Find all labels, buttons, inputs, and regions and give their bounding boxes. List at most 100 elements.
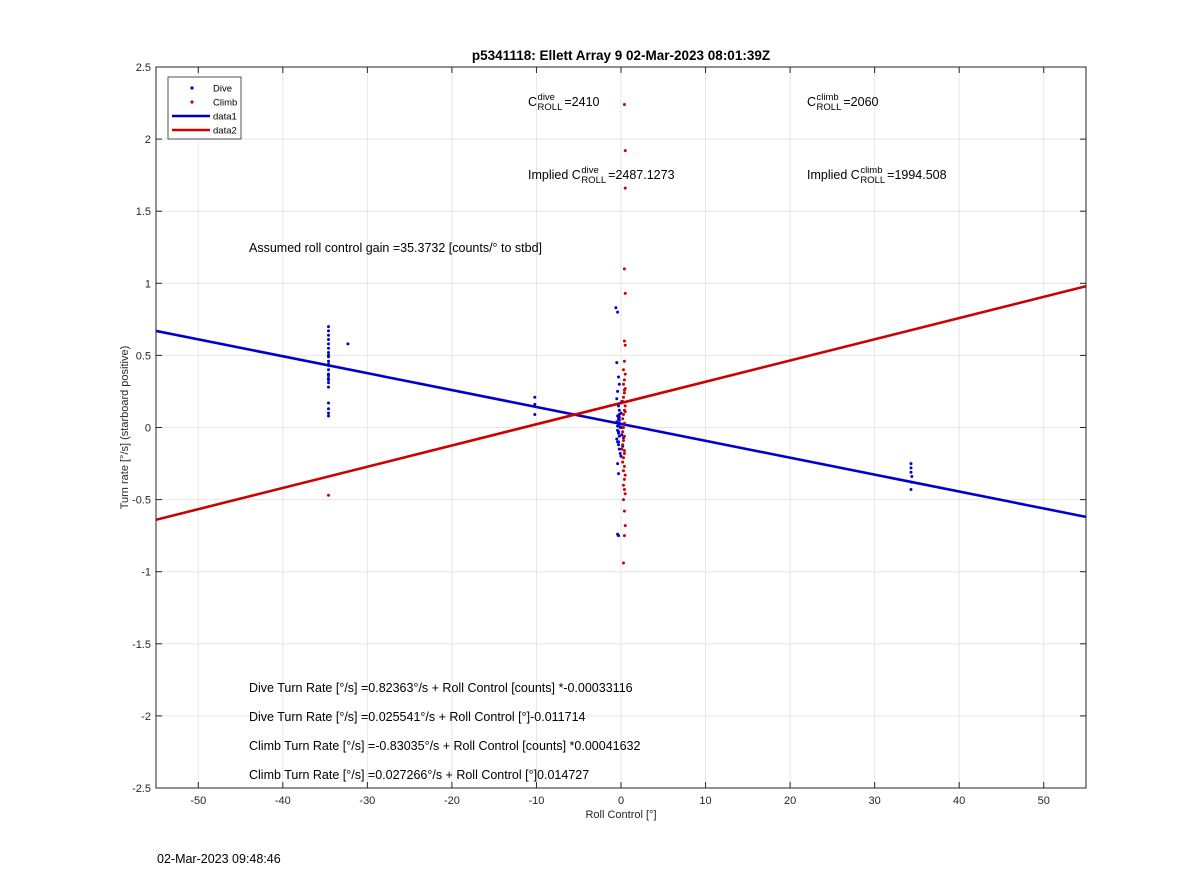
annot-implied-dive-base: C [572, 168, 581, 182]
data-point-dive [617, 440, 620, 444]
data-point-dive [909, 488, 913, 491]
data-point-dive [617, 408, 621, 412]
data-point-climb [623, 343, 627, 347]
annot-dive-counts: Dive Turn Rate [°/s] =0.82363°/s + Roll … [249, 681, 633, 695]
data-point-dive [617, 404, 620, 408]
series-line-data1 [156, 329, 1086, 519]
data-point-climb [622, 534, 626, 538]
data-point-dive [533, 413, 537, 416]
data-point-dive [533, 395, 537, 399]
data-point-dive [617, 375, 620, 379]
annot-implied-climb-text: Implied C [807, 168, 860, 182]
data-point-climb [622, 368, 625, 372]
y-tick-label: -2.5 [132, 783, 151, 795]
y-tick-label: 1 [145, 278, 151, 290]
x-tick-label: -50 [190, 795, 206, 807]
annot-implied-dive-text: Implied C [528, 168, 581, 182]
legend-marker-dive [190, 86, 194, 90]
data-point-dive [617, 443, 620, 447]
legend-label: data1 [213, 112, 237, 123]
annot-c-dive-base: C [528, 95, 537, 109]
x-tick-label: -30 [359, 795, 375, 807]
legend-label: Dive [213, 84, 232, 95]
y-tick-label: -2 [141, 711, 151, 723]
annot-implied-climb-base: C [851, 168, 860, 182]
data-point-climb [623, 149, 627, 153]
data-point-climb [623, 473, 627, 477]
annot-c-climb-base: C [807, 95, 816, 109]
data-point-dive [909, 462, 913, 466]
data-point-climb [622, 426, 625, 429]
data-point-dive [909, 466, 913, 470]
annot-c-dive-sup: dive [538, 92, 555, 103]
annot-c-climb-sup: climb [817, 92, 839, 103]
data-point-climb [622, 103, 626, 106]
data-point-dive [617, 382, 621, 386]
annot-implied-climb-sub: ROLL [860, 175, 885, 186]
data-point-dive [617, 434, 621, 438]
data-point-dive [327, 362, 330, 366]
data-point-climb [622, 483, 625, 487]
footer-timestamp: 02-Mar-2023 09:48:46 [157, 852, 281, 866]
data-point-climb [622, 388, 626, 392]
y-tick-label: 0.5 [136, 350, 151, 362]
data-point-climb [622, 452, 626, 455]
data-point-climb [621, 460, 625, 464]
data-point-dive [618, 426, 622, 429]
annot-c-climb-value: =2060 [843, 95, 878, 109]
data-point-dive [615, 420, 619, 424]
data-point-dive [327, 329, 330, 333]
annot-gain: Assumed roll control gain =35.3732 [coun… [249, 241, 542, 255]
legend: Dive Climb data1 data2 [167, 76, 242, 140]
x-tick-label: 20 [784, 795, 796, 807]
annot-implied-climb-prefix: Implied [807, 168, 851, 182]
data-point-dive [617, 534, 620, 538]
x-axis-label: Roll Control [°] [585, 809, 656, 821]
data-point-climb [622, 434, 626, 438]
x-tick-label: 0 [618, 795, 624, 807]
annot-c-climb-sub: ROLL [817, 102, 842, 113]
data-point-climb [621, 417, 625, 421]
data-point-climb [623, 524, 627, 528]
data-point-dive [327, 385, 330, 389]
data-point-dive [327, 333, 330, 337]
data-point-climb [622, 439, 625, 442]
data-point-dive [617, 447, 621, 451]
y-tick-label: 2.5 [136, 62, 151, 74]
annot-dive-deg: Dive Turn Rate [°/s] =0.025541°/s + Roll… [249, 710, 586, 724]
data-point-climb [622, 498, 625, 502]
series-line-data2 [156, 284, 1086, 522]
annot-implied-climb-sup: climb [860, 165, 882, 176]
y-tick-label: 2 [145, 134, 151, 146]
data-point-dive [910, 475, 914, 478]
annot-c-dive-text: C [528, 95, 537, 109]
data-point-climb [623, 404, 627, 408]
data-point-dive [909, 470, 913, 474]
data-point-dive [910, 480, 914, 484]
data-point-climb [621, 443, 625, 447]
data-point-dive [616, 389, 620, 393]
data-point-dive [327, 325, 330, 329]
data-point-climb [623, 410, 627, 414]
data-point-dive [346, 342, 350, 346]
data-point-climb [622, 509, 626, 513]
y-tick-label: -1 [141, 567, 151, 579]
data-point-climb [622, 378, 626, 382]
data-point-dive [533, 402, 537, 406]
data-point-dive [614, 306, 618, 310]
legend-label: Climb [213, 98, 237, 109]
y-axis-label: Turn rate [°/s] (starboard positive) [119, 346, 131, 510]
data-point-dive [617, 418, 621, 422]
data-point-climb [622, 359, 626, 363]
data-point-climb [623, 291, 627, 295]
data-point-dive [620, 433, 624, 437]
annot-climb-counts: Climb Turn Rate [°/s] =-0.83035°/s + Rol… [249, 739, 641, 753]
x-tick-label: 10 [699, 795, 711, 807]
annot-implied-climb-value: =1994.508 [887, 168, 946, 182]
data-point-dive [327, 401, 330, 405]
data-point-dive [618, 452, 622, 455]
data-layer [156, 103, 1086, 565]
data-point-dive [615, 437, 619, 441]
